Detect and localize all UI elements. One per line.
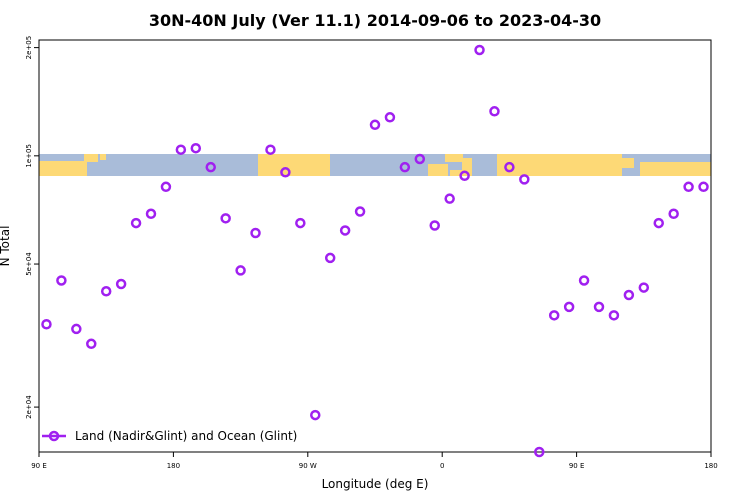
world-map-band — [39, 154, 711, 176]
data-points — [41, 44, 709, 458]
y-tick-label: 1e+05 — [25, 144, 33, 168]
x-tick-label: 180 — [704, 462, 717, 470]
x-tick-label: 0 — [440, 462, 444, 470]
map-land-7 — [497, 154, 622, 176]
x-tick-label: 180 — [167, 462, 180, 470]
data-point — [86, 338, 97, 350]
data-point — [593, 301, 605, 313]
legend-label: Land (Nadir&Glint) and Ocean (Glint) — [75, 429, 297, 443]
map-land-10 — [622, 158, 634, 168]
data-point — [384, 112, 396, 123]
data-point — [220, 213, 231, 224]
x-tick-label: 90 E — [569, 462, 585, 470]
data-point — [414, 153, 426, 165]
data-point — [429, 220, 440, 231]
data-point — [265, 144, 276, 155]
data-point — [41, 318, 52, 330]
data-point — [474, 44, 485, 56]
map-land-3 — [258, 154, 330, 176]
data-point — [668, 208, 679, 220]
data-point — [130, 217, 142, 229]
data-point — [698, 181, 709, 193]
data-point — [534, 446, 545, 458]
map-land-9 — [640, 162, 711, 176]
data-point — [489, 106, 500, 117]
map-land-8 — [450, 170, 464, 176]
data-point — [683, 181, 694, 193]
x-axis: 90 E 180 90 W 0 90 E 180 — [31, 452, 718, 470]
y-tick-label: 2e+05 — [25, 36, 33, 60]
data-point — [145, 208, 157, 220]
data-point — [175, 144, 187, 155]
data-point — [115, 278, 127, 290]
data-point — [235, 265, 246, 276]
chart-title: 30N-40N July (Ver 11.1) 2014-09-06 to 20… — [149, 11, 601, 30]
data-point — [56, 275, 67, 286]
data-point — [100, 286, 112, 297]
data-point — [280, 167, 291, 178]
data-point — [295, 217, 306, 229]
data-point — [71, 323, 82, 335]
map-land-6 — [462, 158, 472, 176]
data-point — [623, 289, 635, 301]
data-point — [310, 409, 321, 421]
map-land-0 — [39, 161, 87, 176]
map-land-2 — [100, 154, 106, 160]
data-point — [638, 282, 650, 293]
data-point — [250, 227, 261, 239]
data-point — [578, 275, 590, 286]
legend: Land (Nadir&Glint) and Ocean (Glint) — [42, 429, 297, 443]
data-point — [324, 252, 336, 264]
data-point — [444, 193, 455, 204]
data-point — [563, 301, 575, 313]
plot-frame — [38, 39, 712, 453]
data-point — [548, 310, 560, 321]
x-tick-label: 90 W — [299, 462, 317, 470]
map-land-5 — [445, 154, 463, 162]
x-tick-label: 90 E — [31, 462, 47, 470]
y-axis: 2e+04 5e+04 1e+05 2e+05 — [25, 36, 39, 419]
data-point — [190, 142, 202, 154]
data-point — [369, 119, 381, 131]
data-point — [205, 161, 216, 173]
y-tick-label: 5e+04 — [25, 252, 33, 276]
data-point — [608, 310, 620, 321]
legend-marker — [48, 430, 60, 442]
y-axis-label: N Total — [0, 226, 12, 267]
data-point — [354, 206, 366, 217]
data-point — [459, 170, 470, 182]
map-land-4 — [428, 164, 448, 176]
y-tick-label: 2e+04 — [25, 395, 33, 419]
data-point — [653, 217, 664, 229]
data-point — [160, 181, 172, 193]
data-point — [399, 161, 411, 173]
data-point — [504, 161, 515, 173]
data-point — [339, 225, 351, 236]
data-point — [519, 174, 530, 185]
map-land-1 — [84, 154, 98, 162]
x-axis-label: Longitude (deg E) — [322, 477, 429, 491]
